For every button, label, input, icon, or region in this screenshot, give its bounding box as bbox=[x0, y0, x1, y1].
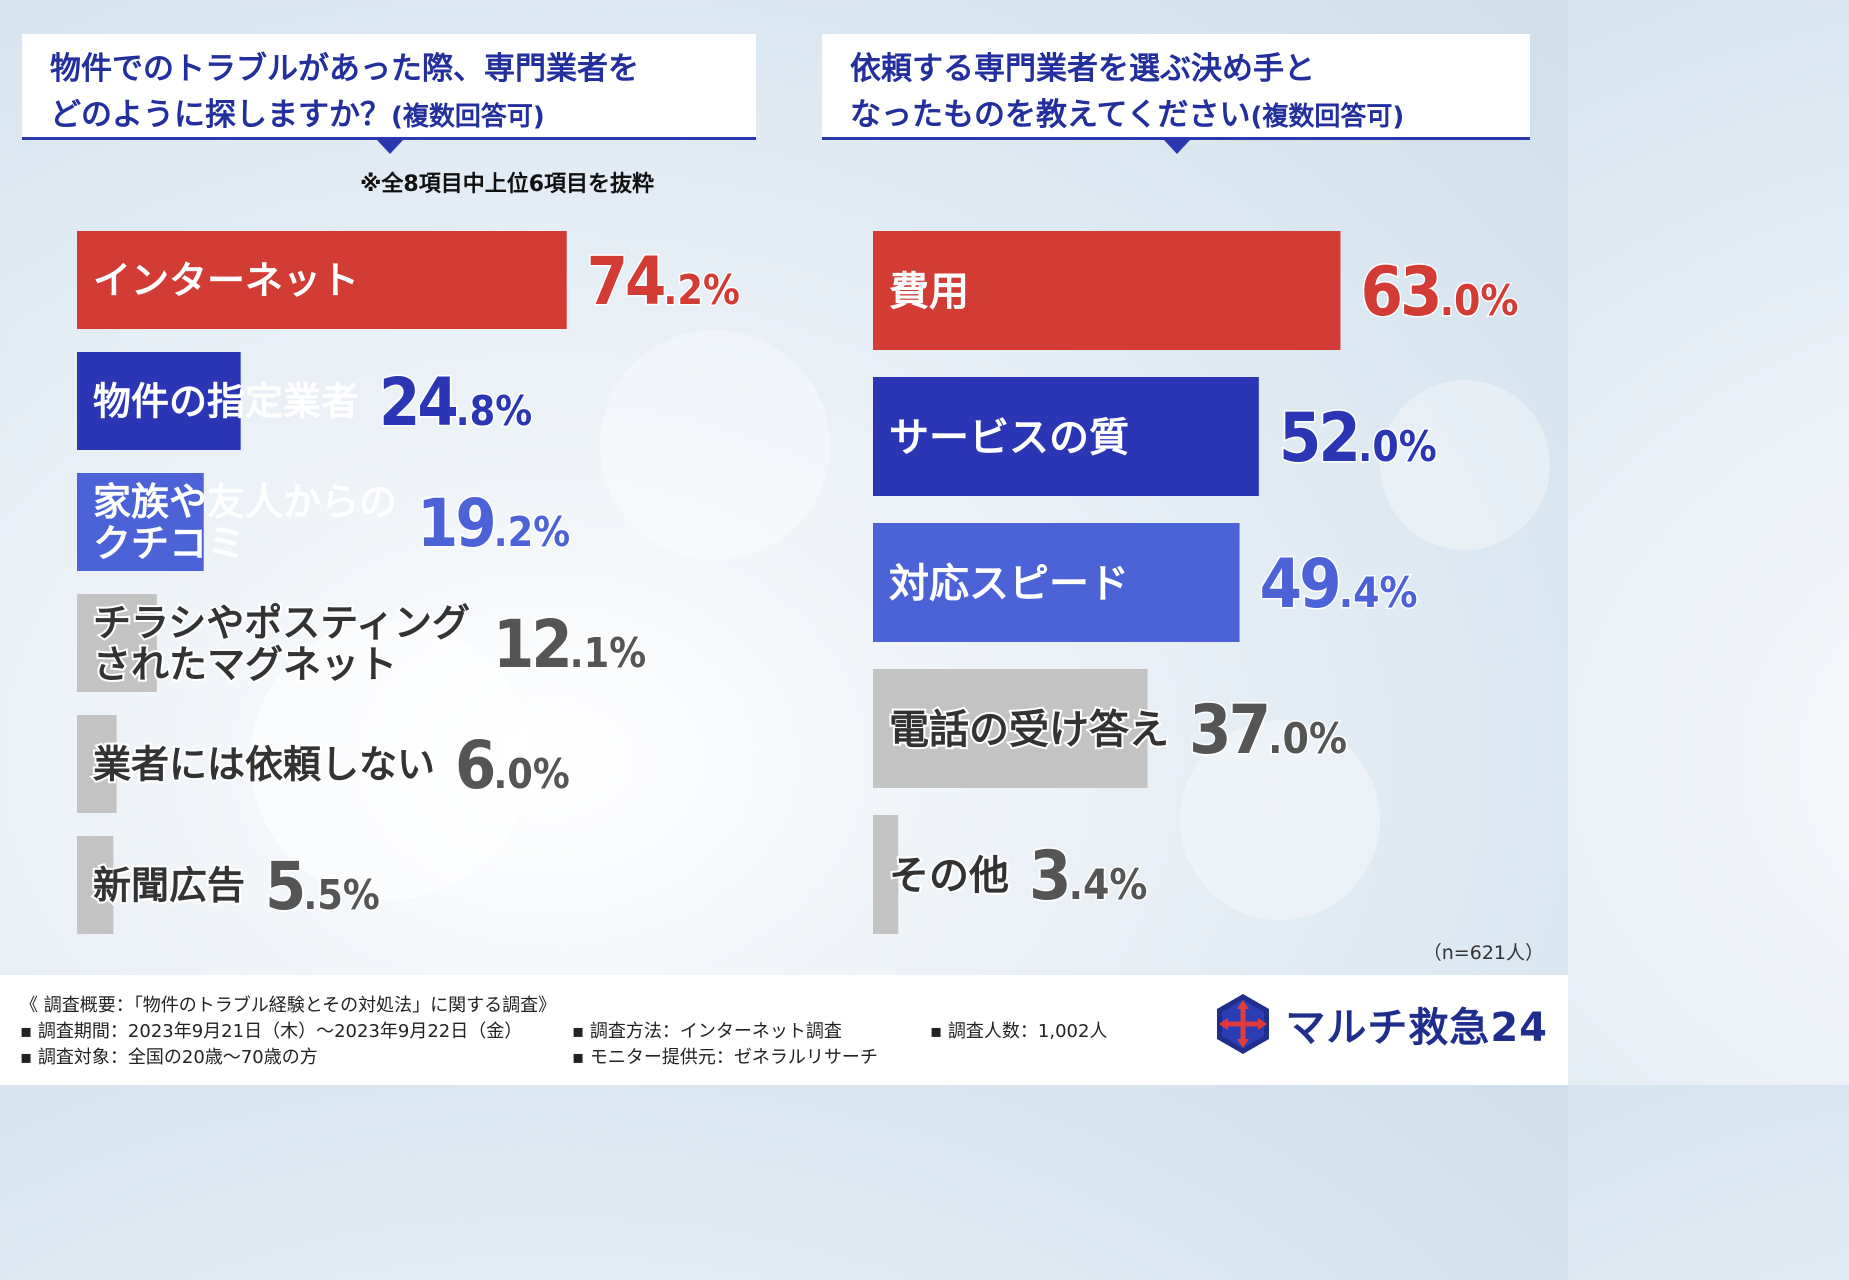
bar-1 bbox=[873, 377, 1259, 496]
right-chart-title: 依頼する専門業者を選ぶ決め手と なったものを教えてください(複数回答可) bbox=[822, 34, 1530, 154]
value-label: 52.0% bbox=[1279, 399, 1437, 478]
left-title-line1: 物件でのトラブルがあった際、専門業者を bbox=[50, 51, 639, 87]
bar-2 bbox=[873, 523, 1240, 642]
value-label: 5.5% bbox=[265, 848, 380, 925]
category-label: チラシやポスティングされたマグネット bbox=[93, 601, 470, 687]
bar-1 bbox=[77, 352, 241, 450]
left-bar-chart: インターネット 74.2% 物件の指定業者 24.8% 家族や友人からのクチコミ 19.2… bbox=[77, 231, 741, 934]
title-pointer bbox=[1164, 140, 1190, 154]
survey-method: ▪ 調査方法：インターネット調査 bbox=[572, 1021, 842, 1042]
value-label: 12.1% bbox=[493, 606, 646, 683]
category-label: その他 bbox=[889, 853, 1009, 899]
right-title-line2: なったものを教えてください bbox=[850, 97, 1251, 133]
category-label: 家族や友人からのクチコミ bbox=[93, 480, 397, 566]
value-label: 6.0% bbox=[455, 727, 570, 804]
bar-0 bbox=[873, 231, 1341, 350]
category-label: 電話の受け答え bbox=[889, 707, 1169, 753]
title-pointer bbox=[377, 140, 403, 154]
value-label: 74.2% bbox=[587, 243, 740, 320]
value-label: 63.0% bbox=[1360, 253, 1518, 332]
survey-period: ▪ 調査期間：2023年9月21日（木）～2023年9月22日（金） bbox=[20, 1021, 523, 1042]
category-label: 費用 bbox=[889, 269, 969, 315]
category-label: 物件の指定業者 bbox=[93, 380, 359, 424]
category-label: インターネット bbox=[93, 259, 359, 303]
survey-provider: ▪ モニター提供元：ゼネラルリサーチ bbox=[572, 1047, 878, 1068]
value-label: 19.2% bbox=[417, 485, 570, 562]
right-title-line1: 依頼する専門業者を選ぶ決め手と bbox=[850, 51, 1315, 87]
category-label: 新聞広告 bbox=[93, 864, 245, 908]
bar-5 bbox=[77, 836, 114, 934]
survey-heading: 《 調査概要：「物件のトラブル経験とその対処法」に関する調査》 bbox=[20, 995, 557, 1016]
bar-3 bbox=[873, 669, 1148, 788]
brand-logo: マルチ救急24 bbox=[1211, 992, 1548, 1056]
survey-footer: 《 調査概要：「物件のトラブル経験とその対処法」に関する調査》 ▪ 調査期間：2… bbox=[0, 975, 1568, 1085]
sample-size-note: （n=621人） bbox=[1422, 942, 1544, 964]
survey-target: ▪ 調査対象：全国の20歳～70歳の方 bbox=[20, 1047, 318, 1068]
value-label: 49.4% bbox=[1260, 545, 1418, 624]
category-label: サービスの質 bbox=[889, 415, 1129, 461]
value-label: 24.8% bbox=[379, 364, 532, 441]
bar-4 bbox=[77, 715, 117, 813]
value-label: 3.4% bbox=[1029, 837, 1147, 916]
bar-4 bbox=[873, 815, 899, 934]
right-title-suffix: (複数回答可) bbox=[1250, 102, 1405, 132]
left-chart-title: 物件でのトラブルがあった際、専門業者を どのように探しますか？(複数回答可) bbox=[22, 34, 756, 154]
category-label: 業者には依頼しない bbox=[93, 743, 435, 787]
bar-0 bbox=[77, 231, 567, 329]
cross-arrows-hexagon-icon bbox=[1217, 994, 1270, 1054]
bar-3 bbox=[77, 594, 157, 692]
left-chart-note: ※全8項目中上位6項目を抜粋 bbox=[360, 172, 655, 197]
left-title-suffix: (複数回答可) bbox=[391, 102, 545, 132]
right-bar-chart: 費用 63.0% サービスの質 52.0% 対応スピード 49.4% 電話の受け答え 37.0… bbox=[873, 231, 1520, 934]
category-label: 対応スピード bbox=[889, 561, 1129, 607]
survey-count: ▪ 調査人数：1,002人 bbox=[930, 1021, 1108, 1042]
left-title-line2: どのように探しますか？ bbox=[50, 97, 391, 133]
bar-2 bbox=[77, 473, 204, 571]
brand-name: マルチ救急24 bbox=[1285, 1005, 1548, 1051]
value-label: 37.0% bbox=[1189, 691, 1347, 770]
